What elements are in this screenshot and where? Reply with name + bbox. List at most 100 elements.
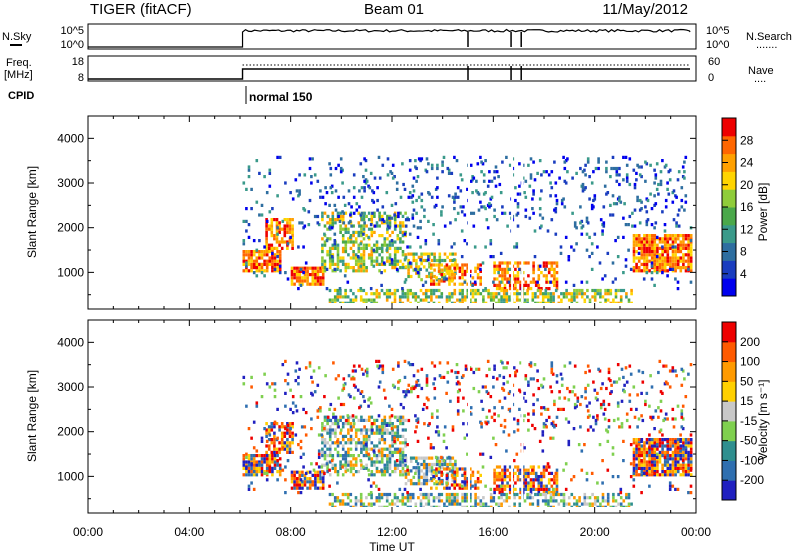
scatter-cell bbox=[404, 441, 407, 445]
scatter-cell bbox=[523, 191, 526, 195]
scatter-cell bbox=[461, 486, 464, 490]
scatter-cell bbox=[273, 237, 276, 241]
scatter-cell bbox=[399, 230, 402, 234]
scatter-cell bbox=[370, 470, 374, 474]
scatter-cell bbox=[367, 211, 371, 215]
scatter-cell bbox=[388, 253, 392, 257]
scatter-cell bbox=[689, 491, 693, 495]
scatter-cell bbox=[378, 470, 381, 474]
scatter-cell bbox=[344, 230, 348, 234]
colorbar-swatch-7 bbox=[722, 153, 736, 172]
scatter-cell bbox=[408, 232, 412, 236]
scatter-cell bbox=[341, 492, 345, 497]
scatter-cell bbox=[427, 295, 431, 299]
scatter-cell bbox=[648, 433, 651, 437]
scatter-cell bbox=[516, 274, 520, 278]
scatter-cell bbox=[497, 298, 501, 302]
scatter-cell bbox=[339, 402, 343, 407]
scatter-cell bbox=[245, 404, 248, 408]
scatter-cell bbox=[388, 404, 391, 408]
scatter-cell bbox=[463, 496, 467, 500]
scatter-cell bbox=[650, 207, 654, 211]
scatter-cell bbox=[437, 266, 441, 270]
power-colorbar-label: Power [dB] bbox=[756, 183, 770, 242]
scatter-cell bbox=[453, 242, 456, 246]
scatter-cell bbox=[375, 224, 379, 228]
y-tick-label-1: 2000 bbox=[57, 221, 84, 235]
scatter-cell bbox=[669, 259, 672, 263]
scatter-cell bbox=[399, 221, 402, 225]
scatter-cell bbox=[314, 279, 317, 283]
scatter-cell bbox=[336, 499, 340, 503]
scatter-cell bbox=[655, 271, 659, 275]
scatter-cell bbox=[328, 221, 332, 225]
scatter-cell bbox=[328, 425, 332, 429]
scatter-cell bbox=[637, 447, 641, 451]
scatter-cell bbox=[663, 382, 667, 386]
scatter-cell bbox=[268, 457, 272, 461]
scatter-cell bbox=[321, 470, 324, 474]
scatter-cell bbox=[653, 266, 657, 270]
scatter-cell bbox=[514, 370, 517, 375]
scatter-cell bbox=[367, 473, 371, 477]
scatter-cell bbox=[546, 407, 550, 411]
scatter-cell bbox=[680, 409, 684, 413]
scatter-cell bbox=[456, 483, 459, 487]
scatter-cell bbox=[446, 380, 450, 384]
scatter-cell bbox=[615, 202, 619, 206]
scatter-cell bbox=[328, 224, 332, 228]
scatter-cell bbox=[674, 240, 677, 244]
scatter-cell bbox=[456, 492, 459, 497]
colorbar-tick-label-0: 200 bbox=[740, 335, 760, 349]
scatter-cell bbox=[270, 450, 274, 454]
scatter-cell bbox=[689, 473, 693, 477]
scatter-cell bbox=[349, 470, 353, 474]
scatter-cell bbox=[687, 438, 690, 442]
scatter-cell bbox=[278, 457, 282, 461]
scatter-cell bbox=[489, 487, 493, 491]
scatter-cell bbox=[549, 194, 552, 198]
scatter-cell bbox=[619, 502, 623, 506]
scatter-cell bbox=[393, 450, 397, 454]
scatter-cell bbox=[549, 385, 552, 389]
scatter-cell bbox=[357, 243, 361, 247]
scatter-cell bbox=[284, 478, 287, 482]
scatter-cell bbox=[360, 447, 363, 451]
scatter-cell bbox=[529, 287, 533, 291]
scatter-cell bbox=[447, 194, 451, 198]
scatter-cell bbox=[265, 262, 269, 266]
scatter-cell bbox=[352, 364, 356, 368]
scatter-cell bbox=[404, 456, 408, 460]
scatter-cell bbox=[330, 226, 334, 230]
scatter-cell bbox=[410, 386, 413, 391]
scatter-cell bbox=[329, 186, 333, 190]
scatter-cell bbox=[398, 449, 402, 453]
scatter-cell bbox=[679, 454, 683, 458]
scatter-cell bbox=[591, 502, 594, 506]
scatter-cell bbox=[425, 268, 429, 272]
scatter-cell bbox=[328, 288, 332, 293]
scatter-cell bbox=[416, 420, 420, 424]
scatter-cell bbox=[270, 230, 274, 234]
scatter-cell bbox=[273, 434, 276, 438]
scatter-cell bbox=[558, 176, 561, 180]
scatter-cell bbox=[422, 459, 426, 463]
scatter-cell bbox=[680, 198, 684, 203]
scatter-cell bbox=[666, 181, 669, 185]
scatter-cell bbox=[466, 452, 469, 456]
scatter-cell bbox=[624, 155, 628, 159]
scatter-cell bbox=[573, 224, 577, 228]
scatter-cell bbox=[428, 478, 431, 483]
scatter-cell bbox=[682, 441, 685, 445]
scatter-cell bbox=[334, 377, 338, 381]
scatter-cell bbox=[435, 467, 438, 471]
scatter-cell bbox=[265, 224, 268, 228]
scatter-cell bbox=[545, 491, 548, 495]
scatter-cell bbox=[532, 271, 535, 275]
scatter-cell bbox=[310, 417, 313, 421]
scatter-cell bbox=[651, 415, 655, 419]
scatter-cell bbox=[380, 457, 384, 461]
scatter-cell bbox=[687, 243, 690, 247]
scatter-cell bbox=[571, 211, 574, 215]
